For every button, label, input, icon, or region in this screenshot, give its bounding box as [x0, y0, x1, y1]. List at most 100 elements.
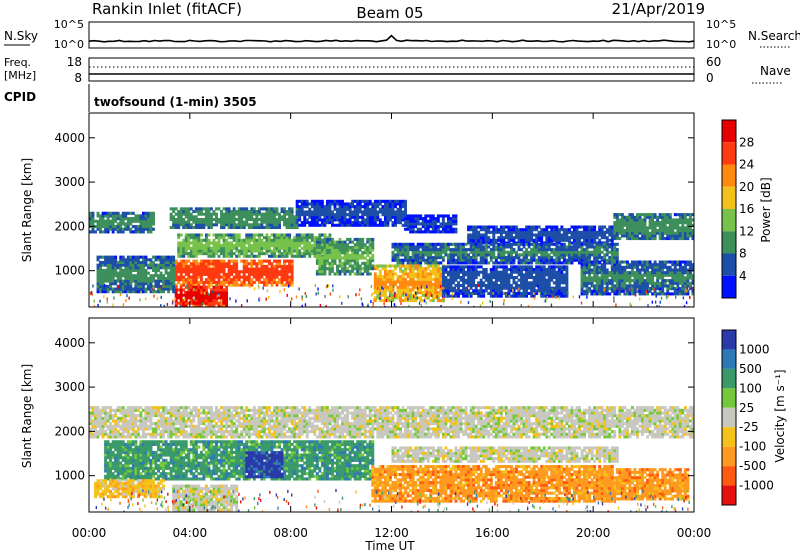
power-cell-r9: [217, 301, 221, 305]
power-cell-r7: [462, 242, 465, 246]
power-cell-r2: [348, 205, 352, 209]
power-cell-r0: [111, 227, 115, 231]
power-cell-r1: [187, 215, 191, 219]
power-cell-r11: [383, 288, 387, 292]
power-cell-r7: [404, 248, 408, 252]
power-cell-r11: [376, 280, 380, 284]
power-cell-r7: [426, 258, 430, 262]
power-cell-r7: [509, 245, 513, 249]
power-cell-r3: [411, 227, 415, 231]
power-cell-r13: [603, 292, 607, 296]
power-cell-r10: [119, 287, 123, 291]
power-cell-r6: [298, 238, 302, 242]
power-cell-r1: [177, 220, 181, 224]
power-cell-r7: [396, 242, 400, 246]
power-cell-r1: [242, 215, 246, 219]
power-cell-r6: [197, 246, 201, 250]
power-cell-r9: [212, 304, 216, 307]
power-cell-r8: [255, 267, 259, 271]
power-cell-r11: [373, 264, 377, 268]
power-cell-r10: [172, 290, 176, 294]
power-cell-r6: [197, 252, 201, 256]
power-cell-r7: [605, 242, 609, 246]
power-cell-r2: [386, 221, 390, 225]
power-cell-r7: [573, 245, 576, 249]
power-cell-r1: [179, 220, 183, 224]
power-cell-r9: [179, 299, 183, 303]
power-cell-r9: [222, 288, 226, 292]
power-cell-r7: [555, 256, 559, 260]
power-cell-r7: [593, 253, 597, 257]
power-cell-r7: [436, 261, 440, 265]
power-cell-r10: [134, 282, 138, 286]
power-cell-r12: [484, 273, 488, 277]
power-cell-r1: [210, 207, 213, 211]
power-cell-r7: [494, 261, 498, 265]
power-cell-r12: [494, 265, 498, 269]
power-cell-r8: [192, 259, 196, 263]
power-cell-r1: [280, 217, 284, 222]
power-cell-r2: [386, 205, 390, 209]
power-cell-r10: [169, 263, 173, 267]
power-cell-r12: [545, 281, 549, 285]
power-cell-r11: [419, 272, 423, 276]
power-cell-r12: [441, 273, 445, 277]
power-cell-r2: [333, 213, 337, 217]
power-cell-r4: [499, 238, 503, 242]
power-cell-r13: [615, 271, 619, 275]
power-cell-r2: [308, 202, 312, 206]
power-cell-r4: [598, 230, 602, 234]
power-cell-r1: [222, 225, 226, 230]
power-cell-r8: [290, 280, 294, 284]
power-cell-r8: [192, 272, 196, 276]
power-cell-r10: [139, 279, 143, 283]
power-cell-r1: [215, 217, 218, 222]
power-cell-r3: [446, 230, 450, 234]
power-cell-r12: [462, 281, 465, 285]
power-cell-r9: [204, 291, 208, 295]
power-cell-r10: [134, 258, 138, 262]
power-cell-r1: [285, 212, 289, 216]
power-cell-r6: [230, 254, 234, 258]
power-cell-r8: [194, 280, 198, 284]
power-cell-r6: [290, 238, 294, 242]
power-cell-r2: [336, 210, 339, 214]
power-cell-r12: [555, 265, 559, 269]
power-cell-r4: [530, 230, 534, 234]
power-cell-r6: [189, 241, 193, 245]
power-cell-r8: [202, 272, 206, 276]
power-cell-r7: [431, 242, 435, 246]
power-cell-r13: [661, 289, 665, 293]
power-cell-r3: [452, 217, 455, 221]
power-cell-r10: [141, 282, 145, 286]
power-cell-r4: [567, 230, 571, 234]
power-cell-r10: [152, 266, 155, 270]
power-cell-r7: [547, 253, 551, 257]
power-cell-r13: [666, 268, 670, 272]
power-cell-r6: [275, 244, 279, 248]
power-cell-r5: [633, 221, 637, 225]
power-cell-r6: [305, 233, 309, 237]
power-cell-r12: [482, 273, 486, 277]
power-cell-r2: [404, 199, 408, 203]
power-cell-r6: [255, 254, 259, 258]
power-cell-r3: [426, 227, 430, 231]
power-cell-r3: [411, 217, 415, 221]
power-cell-r13: [628, 279, 632, 283]
power-cell-r0: [136, 227, 140, 231]
power-cell-r2: [315, 221, 319, 225]
power-cell-r8: [242, 259, 246, 263]
power-cell-r12: [560, 265, 564, 269]
power-cell-r1: [194, 215, 198, 219]
power-cell-r4: [595, 236, 599, 240]
power-cell-r7: [424, 245, 428, 249]
power-cell-r7: [424, 261, 428, 265]
power-cell-r7: [467, 248, 471, 252]
power-cell-r10: [129, 266, 133, 270]
power-cell-r12: [464, 273, 468, 277]
power-cell-r7: [414, 261, 418, 265]
power-cell-r13: [608, 287, 612, 291]
power-cell-r12: [472, 268, 476, 272]
power-cell-r2: [295, 205, 299, 209]
power-cell-r10: [139, 284, 143, 288]
